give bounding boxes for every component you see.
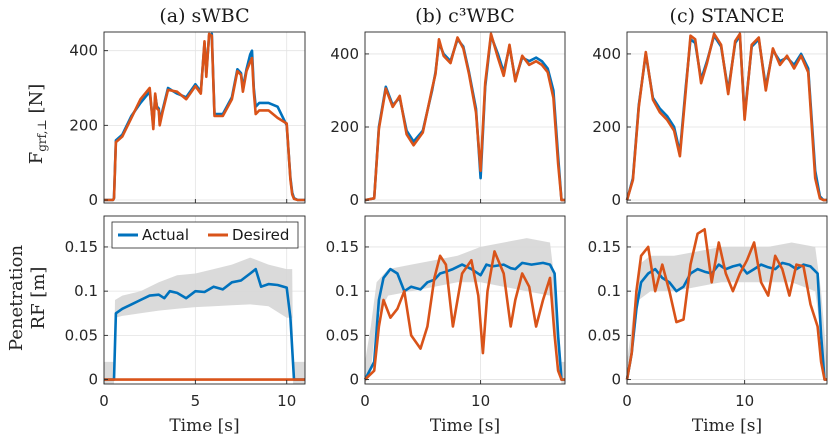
legend-label-desired: Desired [232,226,289,244]
a-top-series-desired [104,32,305,202]
c-top-axes-box [626,31,828,204]
b-bottom-xlabel: Time [s] [430,416,500,436]
a-top-ytick-label: 0 [88,191,98,209]
c-top-plot-area [627,32,827,203]
b-bottom-xtick-label: 10 [471,392,490,410]
b-bottom-series-desired [364,250,565,381]
b-bottom-ytick-label: 0.15 [326,238,359,256]
b-bottom-axes-box [364,215,566,385]
b-top-title: (b) c³WBC [415,5,515,27]
a-bottom-xtick-label: 10 [277,392,296,410]
b-top-ytick-label: 400 [330,45,359,63]
bottom-ylabel-line2: RF [m] [28,267,49,330]
a-bottom-xtick-label: 5 [191,392,201,410]
bottom-ylabel-line1: Penetration [6,245,27,352]
a-top-axes-box [103,31,306,204]
a-bottom-ytick-label: 0.05 [65,326,98,344]
b-bottom-ytick-label: 0.05 [326,326,359,344]
a-bottom-std-band [104,257,305,384]
c-bottom-plot-area [627,216,827,384]
a-top-ytick-label: 200 [69,116,98,134]
a-top-ytick-label: 400 [69,42,98,60]
c-bottom-ytick-label: 0 [611,371,621,389]
a-bottom-xtick-label: 0 [99,392,109,410]
c-top-ytick-label: 0 [611,191,621,209]
c-top-title: (c) STANCE [670,5,785,27]
b-top-ytick-label: 0 [349,191,359,209]
c-top-ytick-label: 400 [592,45,621,63]
b-bottom-xtick-label: 0 [360,392,370,410]
c-bottom-ytick-label: 0.15 [588,238,621,256]
c-bottom-std-band [627,242,827,384]
legend-label-actual: Actual [142,226,189,244]
a-bottom-series-actual [104,267,305,381]
c-bottom-ytick-label: 0.05 [588,326,621,344]
a-bottom-ytick-label: 0.1 [74,282,98,300]
top-ylabel: Fgrf,⊥ [N] [26,84,49,165]
a-bottom-xlabel: Time [s] [169,416,239,436]
c-bottom-xtick-label: 10 [735,392,754,410]
c-bottom-axes-box [626,215,828,385]
legend-box [111,221,299,249]
a-bottom-ytick-label: 0.15 [65,238,98,256]
a-top-title: (a) sWBC [159,5,249,27]
b-top-ytick-label: 200 [330,118,359,136]
c-top-ytick-label: 200 [592,118,621,136]
b-top-axes-box [364,31,566,204]
a-bottom-axes-box [103,215,306,385]
a-bottom-ytick-label: 0 [88,371,98,389]
b-bottom-ytick-label: 0.1 [335,282,359,300]
b-top-series-desired [364,32,565,202]
c-bottom-xtick-label: 0 [622,392,632,410]
c-bottom-xlabel: Time [s] [692,416,762,436]
c-bottom-series-desired [625,228,827,381]
c-bottom-ytick-label: 0.1 [597,282,621,300]
b-bottom-std-band [365,238,565,384]
c-top-series-desired [625,32,827,202]
b-bottom-ytick-label: 0 [349,371,359,389]
